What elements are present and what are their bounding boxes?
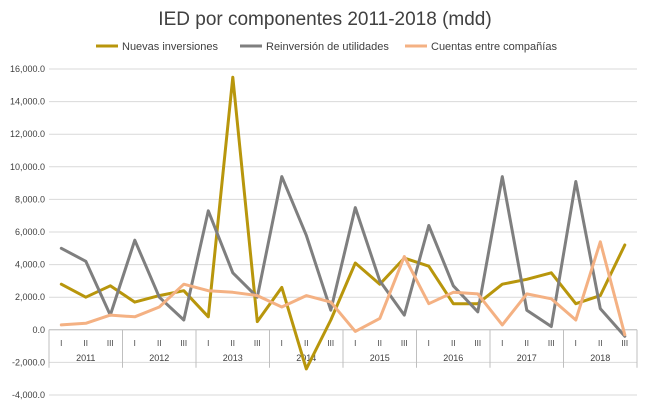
legend-label: Reinversión de utilidades [266, 41, 389, 53]
year-label: 2012 [149, 353, 169, 363]
year-label: 2013 [223, 353, 243, 363]
series-line-2 [59, 175, 627, 338]
quarter-tick-label: I [281, 339, 283, 348]
chart-title: IED por componentes 2011-2018 (mdd) [158, 9, 491, 30]
legend-label: Nuevas inversiones [122, 41, 218, 53]
x-axis: I II III I II III I II III I II III I II III I II III I II I… [48, 329, 638, 368]
quarter-tick-label: I [501, 339, 503, 348]
y-tick-label: 8,000.0 [15, 194, 45, 204]
quarter-tick-label: II [451, 339, 455, 348]
y-tick-label: 16,000.0 [10, 64, 45, 74]
quarter-tick-label: II [304, 339, 308, 348]
y-axis: -4,000.0 -2,000.0 0.0 2,000.0 4,000.0 6,000.0… [10, 64, 45, 400]
quarter-tick-label: II [84, 339, 88, 348]
quarter-tick-label: III [548, 339, 555, 348]
year-label: 2016 [443, 353, 463, 363]
legend-label: Cuentas entre compañías [431, 41, 557, 53]
series-line-1 [59, 75, 627, 371]
quarter-tick-label: I [207, 339, 209, 348]
quarter-tick-label: III [474, 339, 481, 348]
year-label: 2011 [76, 353, 95, 363]
year-label: 2017 [517, 353, 537, 363]
quarter-tick-label: III [327, 339, 334, 348]
quarter-tick-label: II [231, 339, 235, 348]
year-label: 2018 [590, 353, 610, 363]
y-tick-label: 0.0 [32, 325, 45, 335]
y-tick-label: 6,000.0 [15, 227, 45, 237]
y-tick-label: 14,000.0 [10, 97, 45, 107]
y-tick-label: 2,000.0 [15, 292, 45, 302]
chart-legend: Nuevas inversiones Reinversión de utilida… [96, 41, 557, 53]
quarter-tick-label: III [621, 339, 628, 348]
quarter-tick-label: II [525, 339, 529, 348]
year-label: 2014 [296, 353, 316, 363]
y-tick-label: 10,000.0 [10, 162, 45, 172]
series-line-3 [59, 240, 627, 337]
quarter-tick-label: I [134, 339, 136, 348]
quarter-tick-label: I [60, 339, 62, 348]
year-label: 2015 [370, 353, 390, 363]
quarter-tick-label: II [598, 339, 602, 348]
y-tick-label: -2,000.0 [12, 357, 45, 367]
quarter-tick-label: III [180, 339, 187, 348]
quarter-tick-label: II [157, 339, 161, 348]
y-tick-label: -4,000.0 [12, 390, 45, 400]
series-lines [59, 75, 627, 371]
quarter-tick-label: I [354, 339, 356, 348]
quarter-tick-label: III [254, 339, 261, 348]
quarter-tick-label: III [401, 339, 408, 348]
quarter-tick-label: II [378, 339, 382, 348]
y-tick-label: 12,000.0 [10, 129, 45, 139]
quarter-tick-label: I [575, 339, 577, 348]
y-tick-label: 4,000.0 [15, 260, 45, 270]
quarter-tick-label: III [107, 339, 114, 348]
quarter-tick-label: I [428, 339, 430, 348]
